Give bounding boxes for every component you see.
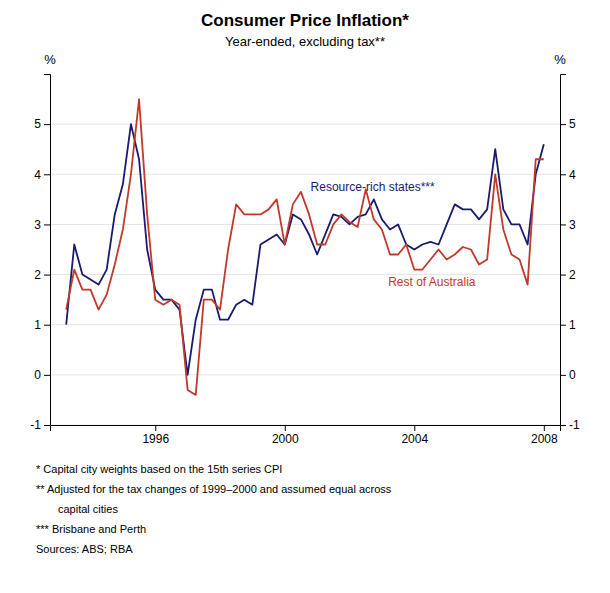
plot: 1996 2000 2004 2008 -1 0 1 2 3 4 5 -1 0 1 2 3 4 5 Resource… [30,75,580,446]
y2-axis-label: % [554,52,566,67]
footnote: * Capital city weights based on the 15th… [36,463,282,475]
chart: Consumer Price Inflation* Year-ended, exc… [0,0,610,593]
series-line [66,124,544,375]
tick-mark [44,425,50,426]
footnotes: * Capital city weights based on the 15th… [36,463,392,555]
tick-mark [44,124,50,125]
tick: 3 [34,218,50,232]
tick: 2004 [401,425,428,446]
tick-mark [44,275,50,276]
y2-axis: -1 0 1 2 3 4 5 [560,75,580,433]
tick-label: 1 [569,318,576,332]
tick-mark [44,174,50,175]
tick: 5 [34,117,50,131]
tick-mark [560,174,566,175]
tick-mark [560,375,566,376]
tick-mark [560,275,566,276]
axis-line [561,75,567,426]
y-axis-label: % [44,52,56,67]
tick-label: 1996 [142,432,169,446]
tick-mark [560,425,566,426]
footnote: Sources: ABS; RBA [36,543,133,555]
tick: 2000 [272,425,299,446]
tick-mark [44,325,50,326]
tick-label: 4 [34,168,41,182]
grid-line [50,374,560,375]
series-line [66,99,544,395]
grid-line [50,224,560,225]
tick-label: 2 [34,268,41,282]
tick: 2008 [531,425,558,446]
tick-label: -1 [30,418,41,432]
tick-label: 2 [569,268,576,282]
x-axis: 1996 2000 2004 2008 [51,425,561,446]
y-axis: -1 0 1 2 3 4 5 [30,75,50,433]
tick-mark [155,425,156,431]
tick: 1 [560,318,576,332]
lines [66,99,544,395]
tick: 1996 [142,425,169,446]
series-label: Resource-rich states*** [311,180,435,194]
tick-label: 4 [569,168,576,182]
grid [50,124,560,425]
tick-label: -1 [569,418,580,432]
tick-mark [414,425,415,431]
tick-mark [560,325,566,326]
title: Consumer Price Inflation* [201,11,409,30]
axis-line [51,426,561,432]
tick: 2 [560,268,576,282]
tick-mark [560,124,566,125]
tick-mark [44,224,50,225]
tick: 4 [34,168,50,182]
tick: 0 [560,368,576,382]
footnote: *** Brisbane and Perth [36,523,146,535]
tick: 1 [34,318,50,332]
subtitle: Year-ended, excluding tax** [225,34,385,49]
axis-line [44,75,51,426]
grid-line [50,274,560,275]
footnote: capital cities [58,503,118,515]
tick-label: 2000 [272,432,299,446]
tick-label: 0 [34,368,41,382]
tick: 5 [560,117,576,131]
tick: 0 [34,368,50,382]
tick-label: 5 [34,117,41,131]
tick-mark [544,425,545,431]
tick-label: 5 [569,117,576,131]
tick-mark [560,224,566,225]
tick-mark [44,375,50,376]
grid-line [50,324,560,325]
grid-line [50,174,560,175]
grid-line [50,124,560,125]
tick: 4 [560,168,576,182]
series-label: Rest of Australia [388,275,476,289]
tick: -1 [560,418,580,432]
tick: 3 [560,218,576,232]
tick-label: 2004 [401,432,428,446]
tick-label: 3 [569,218,576,232]
footnote: ** Adjusted for the tax changes of 1999–… [36,483,392,495]
tick-mark [285,425,286,431]
tick-label: 1 [34,318,41,332]
tick-label: 2008 [531,432,558,446]
tick-label: 3 [34,218,41,232]
tick: -1 [30,418,50,432]
tick-label: 0 [569,368,576,382]
tick: 2 [34,268,50,282]
